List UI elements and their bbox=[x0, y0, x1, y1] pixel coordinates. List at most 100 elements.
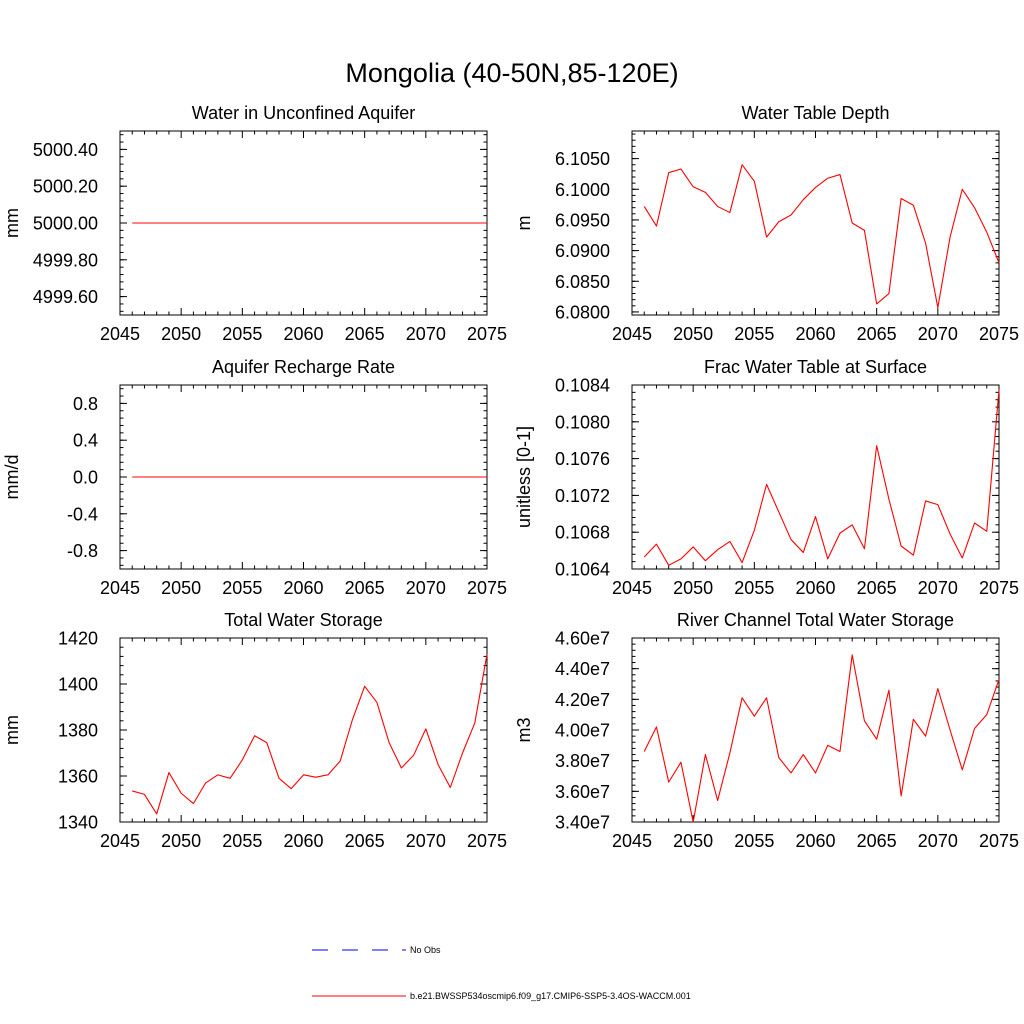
y-tick-label: 6.0950 bbox=[555, 210, 610, 230]
x-tick-label: 2075 bbox=[467, 831, 507, 851]
y-tick-label: -0.4 bbox=[67, 504, 98, 524]
y-tick-label: 0.0 bbox=[73, 468, 98, 488]
legend-item-2: b.e21.BWSSP534oscmip6.f09_g17.CMIP6-SSP5… bbox=[312, 991, 691, 1001]
chart-panel-6: River Channel Total Water Storage m3 2045 2… bbox=[514, 610, 1019, 851]
y-tick-label: 6.0800 bbox=[555, 302, 610, 322]
x-tick-label: 2070 bbox=[918, 324, 958, 344]
x-tick-label: 2075 bbox=[979, 578, 1019, 598]
x-tick-label: 2065 bbox=[345, 831, 385, 851]
y-tick-label: 0.1064 bbox=[555, 560, 610, 580]
figure-title: Mongolia (40-50N,85-120E) bbox=[345, 58, 678, 88]
y-axis-label: unitless [0-1] bbox=[514, 426, 534, 528]
x-tick-label: 2075 bbox=[467, 578, 507, 598]
x-tick-label: 2045 bbox=[100, 324, 140, 344]
x-tick-label: 2065 bbox=[345, 578, 385, 598]
legend-item-1: No Obs bbox=[312, 945, 441, 955]
x-tick-label: 2045 bbox=[612, 324, 652, 344]
x-tick-label: 2055 bbox=[734, 831, 774, 851]
x-tick-label: 2075 bbox=[467, 324, 507, 344]
x-tick-label: 2050 bbox=[161, 578, 201, 598]
panel-title: Water in Unconfined Aquifer bbox=[192, 103, 415, 123]
legend-label-2: b.e21.BWSSP534oscmip6.f09_g17.CMIP6-SSP5… bbox=[410, 991, 691, 1001]
x-tick-label: 2065 bbox=[857, 831, 897, 851]
y-tick-label: 1360 bbox=[58, 767, 98, 787]
y-tick-label: 0.1080 bbox=[555, 412, 610, 432]
x-tick-label: 2070 bbox=[406, 324, 446, 344]
y-tick-label: 1380 bbox=[58, 721, 98, 741]
x-tick-label: 2060 bbox=[283, 324, 323, 344]
y-tick-label: 0.4 bbox=[73, 431, 98, 451]
plot-frame bbox=[631, 130, 1000, 316]
y-tick-label: 0.1072 bbox=[555, 486, 610, 506]
y-tick-label: 6.1000 bbox=[555, 180, 610, 200]
x-tick-label: 2060 bbox=[795, 324, 835, 344]
x-tick-label: 2050 bbox=[161, 831, 201, 851]
panels-group: Water in Unconfined Aquifer mm 2045 2050 205… bbox=[2, 103, 1019, 851]
y-tick-label: 4.20e7 bbox=[555, 690, 610, 710]
y-tick-label: 6.0850 bbox=[555, 272, 610, 292]
y-tick-label: 4999.80 bbox=[33, 250, 98, 270]
y-tick-label: 1420 bbox=[58, 629, 98, 649]
y-tick-label: 3.60e7 bbox=[555, 782, 610, 802]
panel-title: Total Water Storage bbox=[224, 610, 382, 630]
y-tick-label: 3.40e7 bbox=[555, 813, 610, 833]
x-tick-label: 2055 bbox=[222, 831, 262, 851]
x-tick-label: 2050 bbox=[673, 578, 713, 598]
x-tick-label: 2075 bbox=[979, 831, 1019, 851]
y-tick-label: 4.60e7 bbox=[555, 629, 610, 649]
x-tick-label: 2055 bbox=[222, 578, 262, 598]
panel-title: Aquifer Recharge Rate bbox=[212, 357, 395, 377]
y-axis-label: m bbox=[514, 216, 534, 231]
plot-frame bbox=[119, 637, 488, 823]
x-tick-label: 2065 bbox=[857, 324, 897, 344]
y-tick-label: 0.1084 bbox=[555, 376, 610, 396]
y-tick-label: -0.8 bbox=[67, 541, 98, 561]
y-axis-label: m3 bbox=[514, 717, 534, 742]
legend: No Obs b.e21.BWSSP534oscmip6.f09_g17.CMIP… bbox=[312, 945, 691, 1001]
x-tick-label: 2045 bbox=[100, 831, 140, 851]
y-tick-label: 1340 bbox=[58, 813, 98, 833]
x-tick-label: 2050 bbox=[161, 324, 201, 344]
y-tick-label: 5000.40 bbox=[33, 140, 98, 160]
x-tick-label: 2070 bbox=[918, 578, 958, 598]
chart-panel-3: Aquifer Recharge Rate mm/d 2045 2050 2055 206… bbox=[2, 357, 507, 598]
y-tick-label: 3.80e7 bbox=[555, 751, 610, 771]
x-tick-label: 2065 bbox=[345, 324, 385, 344]
x-tick-label: 2050 bbox=[673, 831, 713, 851]
x-tick-label: 2055 bbox=[222, 324, 262, 344]
x-tick-label: 2045 bbox=[612, 578, 652, 598]
y-tick-label: 0.8 bbox=[73, 394, 98, 414]
x-tick-label: 2075 bbox=[979, 324, 1019, 344]
x-tick-label: 2060 bbox=[795, 831, 835, 851]
y-tick-label: 4.40e7 bbox=[555, 659, 610, 679]
series-line-1 bbox=[643, 654, 1000, 823]
y-axis-label: mm/d bbox=[2, 455, 22, 500]
x-tick-label: 2060 bbox=[795, 578, 835, 598]
y-axis-label: mm bbox=[2, 208, 22, 238]
y-tick-label: 5000.00 bbox=[33, 214, 98, 234]
x-tick-label: 2045 bbox=[612, 831, 652, 851]
y-tick-label: 5000.20 bbox=[33, 177, 98, 197]
y-axis-label: mm bbox=[2, 715, 22, 745]
y-tick-label: 4999.60 bbox=[33, 287, 98, 307]
x-tick-label: 2065 bbox=[857, 578, 897, 598]
x-tick-label: 2055 bbox=[734, 324, 774, 344]
panel-title: Water Table Depth bbox=[741, 103, 889, 123]
chart-panel-2: Water Table Depth m 2045 2050 2055 2060 2065 20… bbox=[514, 103, 1019, 344]
series-line-1 bbox=[132, 654, 488, 815]
x-tick-label: 2045 bbox=[100, 578, 140, 598]
x-tick-label: 2070 bbox=[406, 831, 446, 851]
chart-panel-1: Water in Unconfined Aquifer mm 2045 2050 205… bbox=[2, 103, 507, 344]
plot-frame bbox=[631, 384, 1000, 570]
y-tick-label: 0.1068 bbox=[555, 523, 610, 543]
y-tick-label: 4.00e7 bbox=[555, 721, 610, 741]
y-tick-label: 6.1050 bbox=[555, 149, 610, 169]
chart-panel-4: Frac Water Table at Surface unitless [0-1… bbox=[514, 357, 1019, 598]
x-tick-label: 2070 bbox=[406, 578, 446, 598]
y-tick-label: 0.1076 bbox=[555, 449, 610, 469]
y-tick-label: 1400 bbox=[58, 675, 98, 695]
panel-title: River Channel Total Water Storage bbox=[677, 610, 954, 630]
y-tick-label: 6.0900 bbox=[555, 241, 610, 261]
x-tick-label: 2060 bbox=[283, 578, 323, 598]
